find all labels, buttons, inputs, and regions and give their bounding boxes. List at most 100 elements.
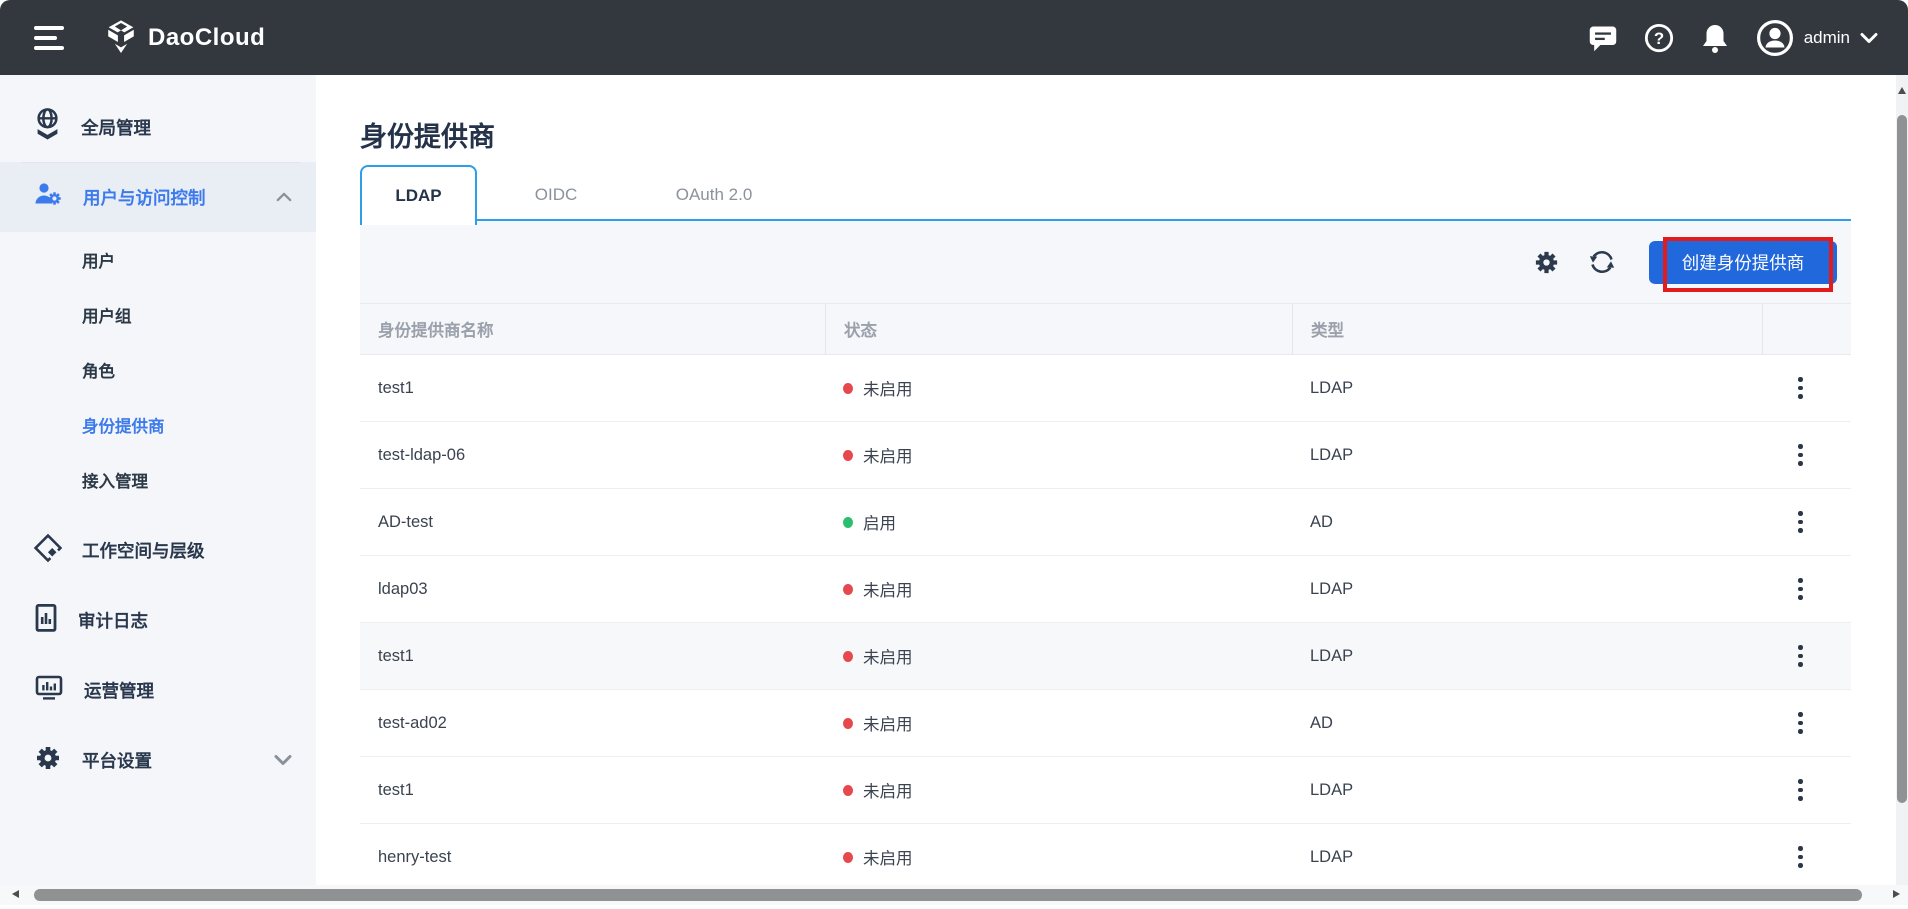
menu-icon[interactable] bbox=[34, 26, 64, 50]
scroll-left-arrow-icon[interactable] bbox=[12, 890, 19, 898]
page-title: 身份提供商 bbox=[360, 115, 495, 154]
row-actions-menu-icon[interactable] bbox=[1792, 505, 1809, 539]
avatar bbox=[1756, 19, 1794, 57]
provider-name: AD-test bbox=[378, 513, 433, 532]
sidebar-item-label: 工作空间与层级 bbox=[82, 538, 205, 563]
chevron-up-icon bbox=[276, 192, 292, 203]
table-row[interactable]: test-ldap-06 未启用 LDAP bbox=[360, 422, 1851, 489]
provider-type: LDAP bbox=[1310, 379, 1353, 398]
sidebar-item[interactable]: 审计日志 bbox=[0, 585, 316, 655]
sidebar-item[interactable]: 工作空间与层级 bbox=[0, 515, 316, 585]
refresh-icon[interactable] bbox=[1587, 247, 1617, 277]
top-navbar: DaoCloud ? admin bbox=[0, 0, 1908, 75]
sidebar-subitem[interactable]: 用户组 bbox=[0, 287, 316, 342]
identity-provider-panel: 创建身份提供商 身份提供商名称状态类型 test1 未启用 LDAP test-… bbox=[360, 221, 1851, 885]
provider-name: test-ldap-06 bbox=[378, 446, 465, 465]
daocloud-logo bbox=[106, 23, 136, 53]
horizontal-scrollbar[interactable] bbox=[0, 885, 1908, 905]
table-row[interactable]: AD-test 启用 AD bbox=[360, 489, 1851, 556]
sidebar-item[interactable]: 全局管理 bbox=[0, 92, 316, 162]
status-label: 未启用 bbox=[863, 644, 913, 668]
chevron-down-icon bbox=[1860, 32, 1878, 44]
sidebar-item-label: 全局管理 bbox=[81, 115, 151, 140]
sidebar-subitem[interactable]: 用户 bbox=[0, 232, 316, 287]
status-dot bbox=[843, 383, 853, 394]
sidebar-subitem[interactable]: 角色 bbox=[0, 342, 316, 397]
row-actions-menu-icon[interactable] bbox=[1792, 840, 1809, 874]
row-actions-menu-icon[interactable] bbox=[1792, 438, 1809, 472]
status-label: 未启用 bbox=[863, 443, 913, 467]
sidebar-subitem-label: 接入管理 bbox=[82, 468, 148, 492]
status-dot bbox=[843, 785, 853, 796]
gear-icon[interactable] bbox=[1531, 247, 1561, 277]
column-header: 类型 bbox=[1292, 304, 1762, 354]
provider-type: LDAP bbox=[1310, 781, 1353, 800]
table-row[interactable]: henry-test 未启用 LDAP bbox=[360, 824, 1851, 891]
status-label: 未启用 bbox=[863, 577, 913, 601]
settings-gear-icon bbox=[34, 744, 62, 777]
table-row[interactable]: test-ad02 未启用 AD bbox=[360, 690, 1851, 757]
status-dot bbox=[843, 718, 853, 729]
status-dot bbox=[843, 517, 853, 528]
main-content: 身份提供商 LDAPOIDCOAuth 2.0 创建身份提供商 身份提供 bbox=[316, 75, 1896, 885]
tab-ldap[interactable]: LDAP bbox=[360, 165, 477, 225]
user-menu[interactable]: admin bbox=[1756, 19, 1878, 57]
table-toolbar: 创建身份提供商 bbox=[360, 221, 1851, 303]
vertical-scrollbar[interactable] bbox=[1896, 75, 1908, 885]
sidebar-item[interactable]: 平台设置 bbox=[0, 725, 316, 795]
provider-name: test1 bbox=[378, 379, 414, 398]
operations-icon bbox=[34, 674, 64, 706]
provider-type: AD bbox=[1310, 714, 1333, 733]
scroll-right-arrow-icon[interactable] bbox=[1893, 890, 1900, 898]
provider-name: ldap03 bbox=[378, 580, 428, 599]
brand-name: DaoCloud bbox=[148, 24, 265, 52]
sidebar-subitem-label: 身份提供商 bbox=[82, 413, 165, 437]
provider-type: LDAP bbox=[1310, 580, 1353, 599]
help-icon[interactable]: ? bbox=[1644, 23, 1674, 53]
status-label: 未启用 bbox=[863, 778, 913, 802]
provider-name: test1 bbox=[378, 647, 414, 666]
sidebar: 全局管理 用户与访问控制 用户 用户组 角色 身份提供商 接入管理 bbox=[0, 75, 316, 885]
status-label: 未启用 bbox=[863, 711, 913, 735]
table-row[interactable]: test1 未启用 LDAP bbox=[360, 355, 1851, 422]
create-identity-provider-button[interactable]: 创建身份提供商 bbox=[1649, 241, 1837, 284]
tab-oidc[interactable]: OIDC bbox=[477, 165, 635, 225]
sidebar-subitem[interactable]: 身份提供商 bbox=[0, 397, 316, 452]
hierarchy-icon bbox=[34, 534, 62, 567]
provider-type: LDAP bbox=[1310, 848, 1353, 867]
sidebar-subitem-label: 用户组 bbox=[82, 303, 132, 327]
status-label: 启用 bbox=[863, 510, 896, 534]
row-actions-menu-icon[interactable] bbox=[1792, 706, 1809, 740]
row-actions-menu-icon[interactable] bbox=[1792, 371, 1809, 405]
brand: DaoCloud bbox=[106, 23, 265, 53]
sidebar-item[interactable]: 运营管理 bbox=[0, 655, 316, 725]
vertical-scrollbar-thumb[interactable] bbox=[1897, 115, 1907, 803]
table-body: test1 未启用 LDAP test-ldap-06 未启用 LDAP AD-… bbox=[360, 355, 1851, 891]
row-actions-menu-icon[interactable] bbox=[1792, 639, 1809, 673]
table-header: 身份提供商名称状态类型 bbox=[360, 303, 1851, 355]
tab-oauth-2-0[interactable]: OAuth 2.0 bbox=[635, 165, 793, 225]
horizontal-scrollbar-thumb[interactable] bbox=[34, 889, 1862, 901]
username: admin bbox=[1804, 28, 1850, 48]
tab-bar: LDAPOIDCOAuth 2.0 bbox=[360, 165, 793, 225]
sidebar-item[interactable]: 用户与访问控制 bbox=[0, 162, 316, 232]
sidebar-item-label: 平台设置 bbox=[82, 748, 152, 773]
status-dot bbox=[843, 584, 853, 595]
provider-name: test1 bbox=[378, 781, 414, 800]
user-gear-icon bbox=[34, 182, 63, 212]
table-row[interactable]: ldap03 未启用 LDAP bbox=[360, 556, 1851, 623]
status-dot bbox=[843, 651, 853, 662]
sidebar-subitem[interactable]: 接入管理 bbox=[0, 452, 316, 507]
sidebar-item-label: 运营管理 bbox=[84, 678, 154, 703]
bell-icon[interactable] bbox=[1700, 23, 1730, 53]
table-row[interactable]: test1 未启用 LDAP bbox=[360, 623, 1851, 690]
sidebar-subitem-label: 用户 bbox=[82, 248, 115, 272]
status-dot bbox=[843, 450, 853, 461]
chat-icon[interactable] bbox=[1588, 23, 1618, 53]
row-actions-menu-icon[interactable] bbox=[1792, 773, 1809, 807]
svg-text:?: ? bbox=[1654, 29, 1664, 48]
provider-type: AD bbox=[1310, 513, 1333, 532]
row-actions-menu-icon[interactable] bbox=[1792, 572, 1809, 606]
table-row[interactable]: test1 未启用 LDAP bbox=[360, 757, 1851, 824]
scroll-up-arrow-icon[interactable] bbox=[1898, 87, 1906, 94]
